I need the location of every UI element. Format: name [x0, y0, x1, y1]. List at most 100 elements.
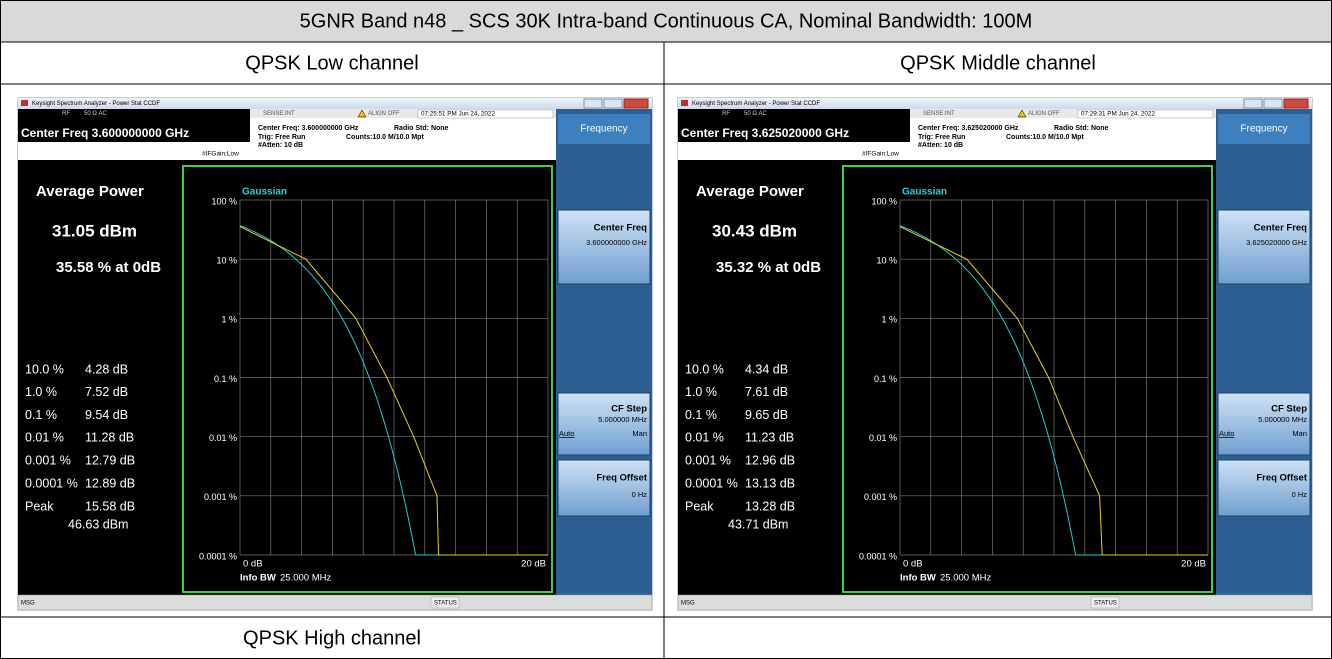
stat-value: 4.34 dB: [745, 362, 788, 376]
time-label: 07:25:51 PM Jun 24, 2022: [421, 111, 495, 118]
status-box: [1090, 596, 1120, 609]
window-title: Keysight Spectrum Analyzer - Power Stat …: [692, 101, 820, 107]
softkey-label: CF Step: [1271, 404, 1307, 415]
softkey-label: Center Freq: [1254, 223, 1308, 234]
rf-label: RF: [62, 111, 70, 117]
time-box: [1077, 109, 1214, 119]
peak-label: Peak: [25, 499, 54, 513]
title-bar: [18, 98, 652, 109]
time-box: [417, 109, 554, 119]
measured-trace: [239, 226, 548, 556]
stat-value: 7.52 dB: [85, 385, 128, 399]
stat-prob: 0.001 %: [25, 453, 71, 467]
align-label: ALIGN OFF: [1028, 111, 1060, 117]
stat-prob: 0.0001 %: [25, 476, 78, 490]
softkey-label: Freq Offset: [1256, 473, 1308, 484]
column-header: QPSK Middle channel: [900, 52, 1096, 74]
radio-std: Radio Std: None: [394, 125, 449, 132]
trig-setting: Trig: Free Run: [258, 134, 305, 141]
y-axis-label: 0.1 %: [874, 374, 897, 384]
analyzer-screen: Keysight Spectrum Analyzer - Power Stat …: [17, 97, 653, 611]
counts: Counts:10.0 M/10.0 Mpt: [346, 134, 424, 141]
column-header: QPSK Low channel: [245, 52, 418, 74]
y-axis-label: 0.01 %: [209, 433, 237, 443]
status-bar: [17, 594, 653, 611]
stat-value: 4.28 dB: [85, 362, 128, 376]
window-title: Keysight Spectrum Analyzer - Power Stat …: [32, 101, 160, 107]
stat-value: 7.61 dB: [745, 385, 788, 399]
status-box: [430, 596, 460, 609]
stat-value: 11.28 dB: [85, 431, 134, 445]
close-button: [1283, 98, 1309, 109]
stat-prob: 1.0 %: [685, 385, 717, 399]
row-header: QPSK High channel: [243, 627, 421, 649]
stat-value: 13.13 dB: [745, 476, 795, 490]
stat-value: 9.65 dB: [745, 408, 788, 422]
center-setting: Center Freq: 3.600000000 GHz: [258, 125, 359, 132]
peak-db: 15.58 dB: [85, 499, 135, 513]
avg-value: 31.05 dBm: [52, 221, 137, 240]
menu-panel: [1216, 109, 1312, 595]
status-label: STATUS: [1094, 601, 1117, 607]
info-bw-label: Info BW: [240, 573, 276, 584]
stat-value: 9.54 dB: [85, 408, 128, 422]
at-0db: 35.32 % at 0dB: [716, 259, 821, 276]
menu-panel: [556, 109, 652, 595]
menu-title-box: [1218, 114, 1310, 144]
sense-label: SENSE:INT: [923, 111, 955, 117]
status-strip: [678, 109, 1216, 118]
softkey: [1217, 209, 1311, 285]
avg-value: 30.43 dBm: [712, 221, 797, 240]
softkey-option: Man: [1292, 429, 1307, 438]
trace-label: Gaussian: [242, 187, 287, 198]
softkey-value: 5.000000 MHz: [598, 415, 647, 424]
graph-border: [842, 165, 1213, 593]
x-end: 20 dB: [1181, 559, 1206, 570]
time-label: 07:29:31 PM Jun 24, 2022: [1081, 111, 1155, 118]
rf-label: RF: [722, 111, 730, 117]
warning-icon: [357, 109, 367, 118]
y-axis-label: 0.01 %: [869, 433, 897, 443]
title-row: [0, 0, 1332, 42]
stat-prob: 0.01 %: [25, 431, 64, 445]
y-axis-label: 0.001 %: [204, 492, 237, 502]
menu-title: Frequency: [580, 124, 627, 135]
info-bw-label: Info BW: [900, 573, 936, 584]
info-bw: 25.000 MHz: [940, 573, 991, 584]
softkey-option: Man: [632, 429, 647, 438]
stat-prob: 10.0 %: [25, 362, 64, 376]
coupling-label: 50 Ω AC: [84, 111, 107, 117]
status-label: STATUS: [434, 601, 457, 607]
softkey-option: Auto: [1219, 429, 1234, 438]
msg-label: MSG: [681, 601, 695, 607]
atten-setting: #Atten: 10 dB: [258, 142, 303, 149]
softkey-value: 3.600000000 GHz: [586, 238, 647, 247]
trace-label: Gaussian: [902, 187, 947, 198]
status-bar: [677, 594, 1313, 611]
peak-dbm: 46.63 dBm: [68, 517, 128, 531]
softkey-label: Center Freq: [594, 223, 648, 234]
y-axis-label: 1 %: [881, 315, 897, 325]
stat-prob: 0.1 %: [25, 408, 57, 422]
avg-label: Average Power: [36, 183, 144, 200]
center-display: Center Freq 3.625020000 GHz: [681, 126, 849, 140]
stat-prob: 0.01 %: [685, 431, 724, 445]
stat-value: 12.79 dB: [85, 453, 135, 467]
softkey-value: 0 Hz: [632, 490, 648, 499]
radio-std: Radio Std: None: [1054, 125, 1109, 132]
softkey-option: Auto: [559, 429, 574, 438]
peak-dbm: 43.71 dBm: [728, 517, 788, 531]
status-strip: [18, 109, 556, 118]
ifgain: #IFGain:Low: [202, 151, 239, 158]
analyzer-screen: Keysight Spectrum Analyzer - Power Stat …: [677, 97, 1313, 611]
table-title: 5GNR Band n48 _ SCS 30K Intra-band Conti…: [300, 10, 1033, 32]
center-box: [18, 109, 250, 142]
softkey: [1217, 392, 1311, 456]
y-axis-label: 0.001 %: [864, 492, 897, 502]
stat-value: 12.89 dB: [85, 476, 135, 490]
coupling-label: 50 Ω AC: [744, 111, 767, 117]
x-start: 0 dB: [243, 559, 263, 570]
menu-title: Frequency: [1240, 124, 1287, 135]
stat-prob: 0.001 %: [685, 453, 731, 467]
